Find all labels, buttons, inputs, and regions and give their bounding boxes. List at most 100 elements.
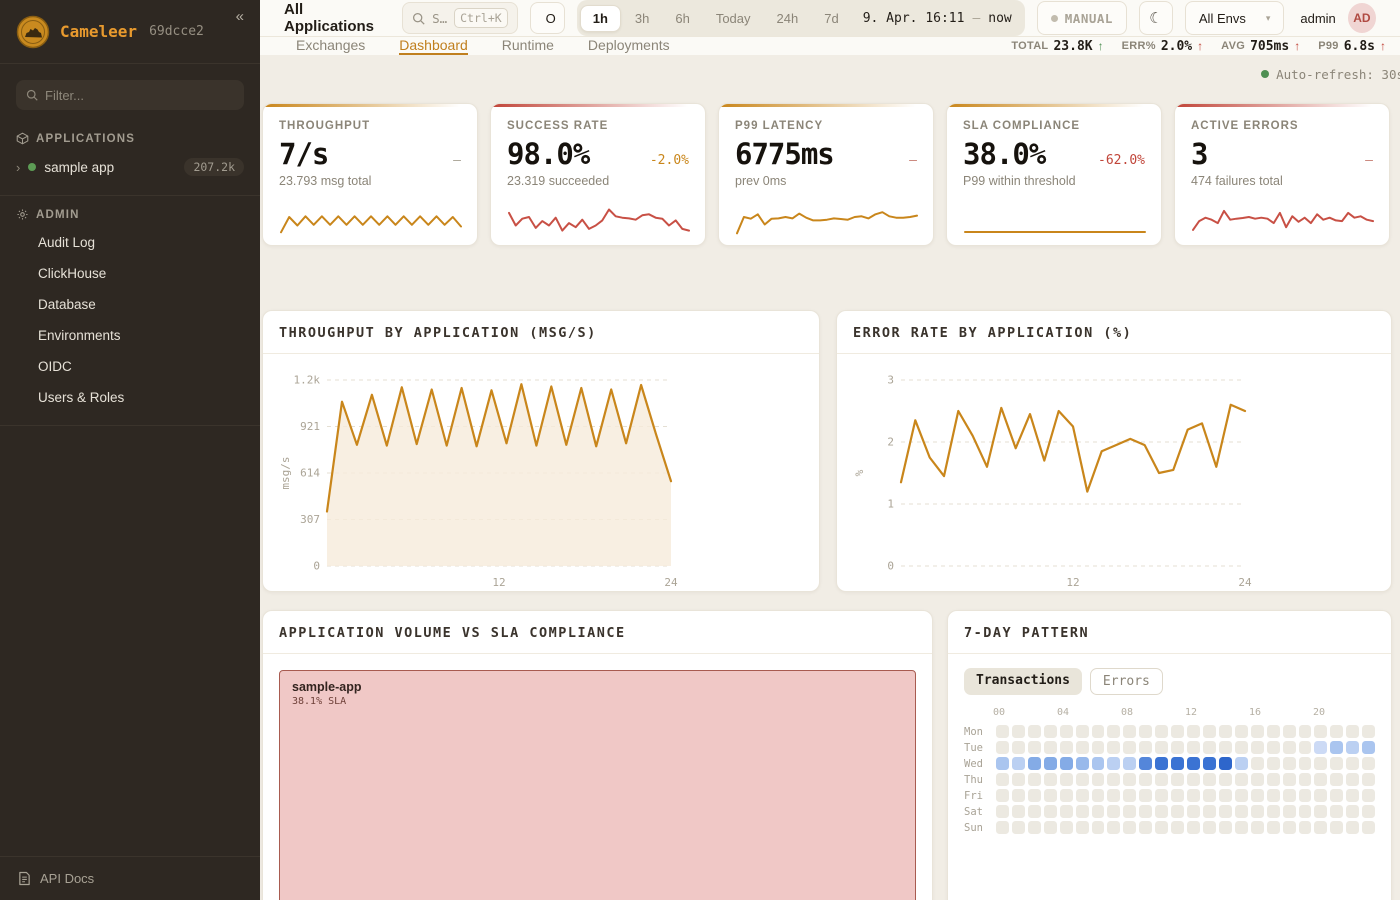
range-1h[interactable]: 1h	[579, 4, 621, 32]
kpi-card-throughput[interactable]: THROUGHPUT 7/s – 23.793 msg total	[262, 103, 478, 246]
heatmap-cell	[1250, 773, 1264, 786]
heatmap-cell	[1218, 757, 1232, 770]
heatmap-cell	[1314, 725, 1328, 738]
range-7d[interactable]: 7d	[824, 10, 839, 26]
heatmap-cell	[1202, 773, 1216, 786]
heatmap-cell	[1187, 789, 1200, 802]
day-label: Tue	[964, 741, 983, 754]
svg-text:12: 12	[492, 576, 505, 589]
heatmap-cell	[1155, 821, 1169, 834]
heatmap-cell	[1075, 773, 1089, 786]
heatmap-cell	[1171, 789, 1185, 802]
status-dot	[28, 163, 37, 171]
heatmap-cell	[1234, 741, 1248, 754]
heatmap-cell	[1298, 741, 1312, 754]
page-title: All Applications	[284, 1, 375, 35]
heatmap-cell	[1362, 725, 1376, 738]
heatmap-cell	[1139, 757, 1153, 770]
manual-refresh-button[interactable]: MANUAL	[1036, 1, 1127, 35]
heatmap-cell	[1187, 805, 1200, 818]
heatmap-cell	[1362, 757, 1376, 770]
sidebar-item-users-roles[interactable]: Users & Roles	[38, 390, 125, 405]
tab-transactions[interactable]: Transactions	[964, 668, 1082, 695]
heatmap-cell	[1298, 805, 1312, 818]
stat-err: ERR% 2.0% ↑	[1121, 38, 1204, 54]
heatmap-cell	[1027, 805, 1041, 818]
heatmap-cell	[1234, 789, 1248, 802]
environment-select[interactable]: All Envs ▾	[1184, 1, 1285, 35]
heatmap-cell	[1027, 757, 1041, 770]
kpi-card-sla-compliance[interactable]: SLA COMPLIANCE 38.0% -62.0% P99 within th…	[946, 103, 1162, 246]
range-today[interactable]: Today	[715, 10, 751, 26]
hour-label: 16	[1249, 707, 1262, 718]
tab-dashboard[interactable]: Dashboard	[399, 37, 468, 55]
range-24h[interactable]: 24h	[776, 10, 799, 26]
heatmap-cell	[1282, 741, 1296, 754]
tab-errors[interactable]: Errors	[1089, 668, 1163, 695]
treemap-tile-sample-app[interactable]: sample-app 38.1% SLA	[279, 670, 916, 900]
sidebar-item-audit-log[interactable]: Audit Log	[38, 235, 96, 250]
chart-title: THROUGHPUT BY APPLICATION (MSG/S)	[263, 311, 819, 354]
kpi-card-active-errors[interactable]: ACTIVE ERRORS 3– 474 failures total	[1174, 103, 1390, 246]
svg-text:614: 614	[300, 467, 320, 480]
brand-name: Cameleer	[60, 22, 138, 41]
filter-input[interactable]	[45, 87, 234, 103]
heatmap-cell	[1298, 757, 1312, 770]
heatmap-cell	[1059, 757, 1073, 770]
trend-up-icon: ↑	[1380, 39, 1386, 53]
sparkline	[507, 196, 690, 238]
svg-text:0: 0	[313, 560, 320, 573]
global-search[interactable]: S… Ctrl+K	[402, 2, 518, 34]
heatmap-cell	[996, 741, 1009, 754]
avatar[interactable]: AD	[1347, 3, 1376, 33]
heatmap-cell	[1362, 789, 1376, 802]
range-3h[interactable]: 3h	[634, 10, 650, 26]
admin-label: ADMIN	[36, 208, 80, 221]
sidebar-item-oidc[interactable]: OIDC	[38, 359, 72, 374]
sidebar-filter[interactable]	[16, 80, 244, 110]
heatmap-cell	[1218, 821, 1232, 834]
heatmap-cell	[996, 821, 1009, 834]
dark-mode-toggle[interactable]: ☾	[1138, 1, 1173, 35]
heatmap-cell	[1346, 789, 1360, 802]
trend-up-icon: ↑	[1097, 39, 1104, 53]
tab-deployments[interactable]: Deployments	[587, 37, 670, 53]
heatmap-cell	[1043, 757, 1057, 770]
collapse-sidebar-icon[interactable]: «	[235, 8, 244, 25]
heatmap-cell	[1123, 773, 1137, 786]
tab-exchanges[interactable]: Exchanges	[296, 37, 366, 53]
heatmap-tabs: Transactions Errors	[964, 668, 1375, 695]
heatmap-cell	[1027, 821, 1041, 834]
svg-text:307: 307	[300, 513, 320, 526]
heatmap-cell	[1155, 773, 1169, 786]
heatmap-cell	[1314, 821, 1328, 834]
hour-label: 20	[1313, 707, 1326, 718]
message-count-badge: 207.2k	[184, 158, 244, 176]
sidebar-item-environments[interactable]: Environments	[38, 328, 121, 343]
stat-p99: P99 6.8s ↑	[1318, 38, 1386, 54]
api-docs-link[interactable]: API Docs	[0, 856, 260, 900]
svg-text:msg/s: msg/s	[279, 456, 292, 489]
summary-stats: TOTAL 23.8K ↑ ERR% 2.0% ↑ AVG 705ms ↑ P9…	[1011, 37, 1400, 55]
heatmap-cell	[996, 773, 1009, 786]
envs-label: All Envs	[1198, 10, 1246, 26]
range-6h[interactable]: 6h	[675, 10, 690, 26]
kpi-card-success-rate[interactable]: SUCCESS RATE 98.0% -2.0% 23.319 succeeded	[490, 103, 706, 246]
heatmap-cell	[1362, 741, 1376, 754]
heatmap-cell	[1266, 821, 1280, 834]
heatmap-cell	[1123, 789, 1137, 802]
heatmap-cell	[1330, 773, 1344, 786]
date-range[interactable]: 9. Apr. 16:11 – now	[853, 11, 1022, 26]
sidebar-item-database[interactable]: Database	[38, 297, 96, 312]
sidebar-item-sample-app[interactable]: › sample app 207.2k	[0, 151, 260, 183]
heatmap-cell	[1139, 741, 1153, 754]
sidebar-item-clickhouse[interactable]: ClickHouse	[38, 266, 107, 281]
heatmap-cell	[1155, 805, 1169, 818]
online-label: O	[545, 10, 556, 26]
online-status-pill[interactable]: O	[529, 2, 565, 34]
heatmap-cell	[1330, 789, 1344, 802]
kpi-card-p99-latency[interactable]: P99 LATENCY 6775ms – prev 0ms	[718, 103, 934, 246]
chevron-right-icon[interactable]: ›	[16, 159, 21, 175]
tab-runtime[interactable]: Runtime	[501, 37, 554, 53]
svg-text:0: 0	[887, 560, 894, 573]
